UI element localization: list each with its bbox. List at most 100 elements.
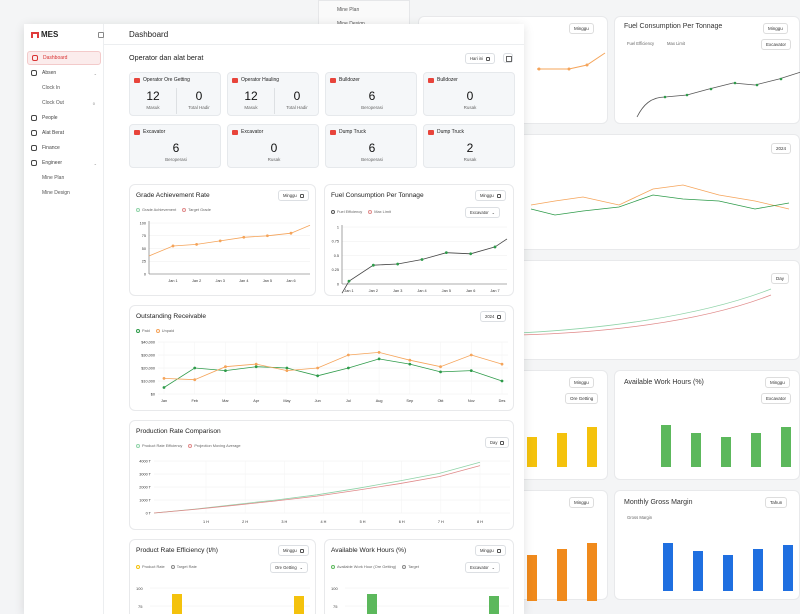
legend-item: Available Work Hour (Ore Getting)	[331, 564, 396, 569]
x-tick-label: Jan 6	[466, 289, 475, 293]
background-card: 2024	[518, 134, 800, 250]
y-tick-label: 75	[138, 604, 143, 609]
chevron-down-icon: ⌄	[93, 160, 97, 166]
background-production-lines	[518, 288, 772, 336]
legend-swatch	[182, 207, 187, 212]
stat-label: Beroperasi	[361, 105, 383, 110]
x-tick-label: Nov	[468, 399, 475, 403]
legend-item: Target	[402, 564, 419, 569]
y-tick-label: 0.5	[334, 254, 339, 258]
period-label: 2024	[485, 314, 495, 319]
background-efficiency-bars	[527, 427, 597, 467]
stat-label: Rusak	[463, 157, 477, 162]
y-tick-label: $0	[151, 392, 155, 396]
legend-swatch	[331, 564, 335, 569]
data-point	[224, 369, 227, 372]
bar	[294, 596, 304, 614]
sidebar-item-label: Mine Plan	[42, 175, 65, 181]
outstanding-period-button[interactable]: 2024	[480, 311, 507, 322]
sidebar-item-absen[interactable]: Absen ⌄	[27, 66, 101, 80]
logo: MES	[31, 30, 58, 39]
sidebar-item-mine-plan[interactable]: Mine Plan	[27, 171, 101, 185]
legend-swatch	[188, 443, 193, 448]
data-point	[346, 366, 350, 370]
sidebar-item-dashboard[interactable]: Dashboard	[27, 51, 101, 65]
data-point	[224, 365, 227, 369]
data-point	[193, 378, 197, 382]
x-tick-label: 5 H	[360, 520, 366, 524]
background-card: Day	[518, 260, 800, 360]
y-tick-label: 1	[337, 225, 339, 229]
fuel-period-button[interactable]: Minggu	[475, 190, 506, 201]
calendar-icon	[496, 548, 501, 553]
background-period-button: Day	[771, 273, 790, 284]
background-period-button: 2024	[771, 143, 792, 154]
chart-legend: Fuel Efficiency Max Limit	[331, 209, 391, 214]
sidebar-item-clock-out[interactable]: Clock Out 0	[27, 96, 101, 110]
sidebar-item-clock-in[interactable]: Clock In	[27, 81, 101, 95]
x-tick-label: Jul	[346, 399, 351, 403]
period-label: Minggu	[283, 548, 297, 553]
workhours-filter-select[interactable]: Excavator ⌄	[465, 562, 501, 573]
data-point	[500, 362, 504, 366]
efficiency-filter-select[interactable]: Ore Getting ⌄	[270, 562, 309, 573]
data-point	[316, 366, 320, 370]
x-tick-label: Jan 3	[216, 279, 225, 283]
sidebar-item-finance[interactable]: Finance	[27, 141, 101, 155]
data-point	[162, 377, 166, 380]
x-tick-label: Jan	[161, 399, 167, 403]
background-legend: Fuel Efficiency	[627, 41, 655, 46]
stat-value: 6	[368, 89, 376, 103]
stat-card-operator-hauling: Operator Hauling 12 Masuk 0 Total Hadir	[227, 72, 319, 116]
y-tick-label: 75	[333, 604, 338, 609]
x-tick-label: Jan 3	[393, 289, 402, 293]
period-label: Minggu	[480, 548, 494, 553]
grade-period-button[interactable]: Minggu	[278, 190, 309, 201]
stat-value: 0	[293, 89, 301, 103]
background-period-button: Minggu	[569, 497, 594, 508]
sidebar-item-engineer[interactable]: Engineer ⌄	[27, 156, 101, 170]
legend-label: Projection Moving Average	[194, 443, 241, 448]
chevron-down-icon: ⌄	[93, 70, 97, 76]
background-fuel-line	[636, 71, 800, 118]
period-label: Minggu	[480, 193, 494, 198]
series-line	[148, 224, 311, 257]
operator-icon	[232, 77, 238, 83]
legend-item: Paid	[136, 328, 150, 333]
legend-label: Product Rate	[142, 564, 165, 569]
background-outstanding-lines	[530, 184, 790, 216]
stat-card-header: Dump Truck	[428, 129, 464, 135]
x-tick-label: Jan 5	[442, 289, 451, 293]
sidebar-item-label: Alat Berat	[42, 130, 64, 136]
fuel-filter-select[interactable]: Excavator ⌄	[465, 207, 501, 218]
calendar-icon	[500, 440, 505, 445]
legend-label: Target	[408, 564, 419, 569]
calendar-icon	[497, 314, 502, 319]
tools-icon	[31, 160, 37, 166]
collapse-sidebar-icon[interactable]	[98, 32, 104, 38]
stat-card-title: Excavator	[143, 129, 166, 135]
legend-label: Fuel Efficiency	[337, 209, 363, 214]
y-tick-label: $30,000	[141, 353, 155, 357]
export-button[interactable]	[503, 53, 513, 63]
data-point	[408, 358, 412, 362]
chart-legend: Product Rate Target Rate	[136, 564, 197, 569]
range-select-button[interactable]: Hari ini	[465, 53, 496, 64]
x-tick-label: Feb	[191, 399, 198, 403]
sidebar-item-alat-berat[interactable]: Alat Berat	[27, 126, 101, 140]
data-point	[218, 239, 222, 243]
stat-value: 0	[466, 89, 474, 103]
efficiency-period-button[interactable]: Minggu	[278, 545, 309, 556]
production-period-button[interactable]: Day	[485, 437, 510, 448]
sidebar-item-people[interactable]: People	[27, 111, 101, 125]
truck-icon	[31, 130, 37, 136]
chart-title: Outstanding Receivable	[136, 313, 207, 320]
stat-card-dump-truck-beroperasi: Dump Truck 6 Beroperasi	[325, 124, 417, 168]
wallet-icon	[31, 145, 37, 151]
x-tick-label: Jan 1	[344, 289, 353, 293]
data-point	[195, 243, 198, 246]
sidebar-item-mine-design[interactable]: Mine Design	[27, 186, 101, 200]
y-tick-label: 0	[144, 272, 146, 276]
legend-label: Unpaid	[161, 328, 175, 333]
workhours-period-button[interactable]: Minggu	[475, 545, 506, 556]
